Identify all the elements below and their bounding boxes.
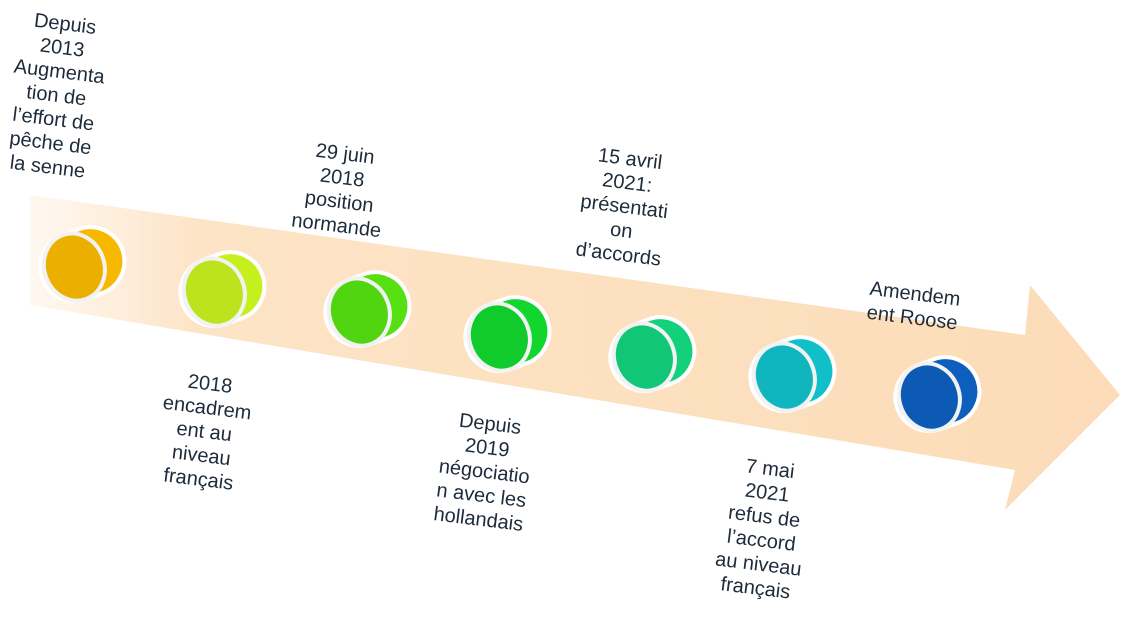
event-line: 2021: (601, 169, 653, 197)
event-line: 2019 (464, 434, 511, 461)
marker-face (751, 341, 817, 413)
marker (893, 355, 982, 434)
event-line: d’accords (575, 238, 663, 270)
marker (323, 270, 412, 349)
marker-face (611, 321, 677, 393)
marker (463, 295, 552, 374)
marker-face (326, 276, 392, 348)
event-line: 2021 (744, 479, 791, 506)
event-line: on (609, 218, 634, 243)
event-line: 7 mai (744, 455, 795, 483)
marker-face (466, 301, 532, 373)
event-line: 2018 (319, 164, 366, 191)
markers (38, 225, 982, 434)
event-line: présentati (579, 191, 669, 224)
marker-face (181, 256, 247, 328)
marker (608, 315, 697, 394)
marker (38, 225, 127, 304)
event-line: encadrem (162, 392, 253, 425)
marker (178, 250, 267, 329)
event-line: 2018 (187, 371, 234, 398)
arrow (30, 195, 1120, 510)
marker-face (41, 231, 107, 303)
marker-face (896, 361, 962, 433)
event-line: 2013 (39, 34, 86, 61)
marker (748, 335, 837, 414)
